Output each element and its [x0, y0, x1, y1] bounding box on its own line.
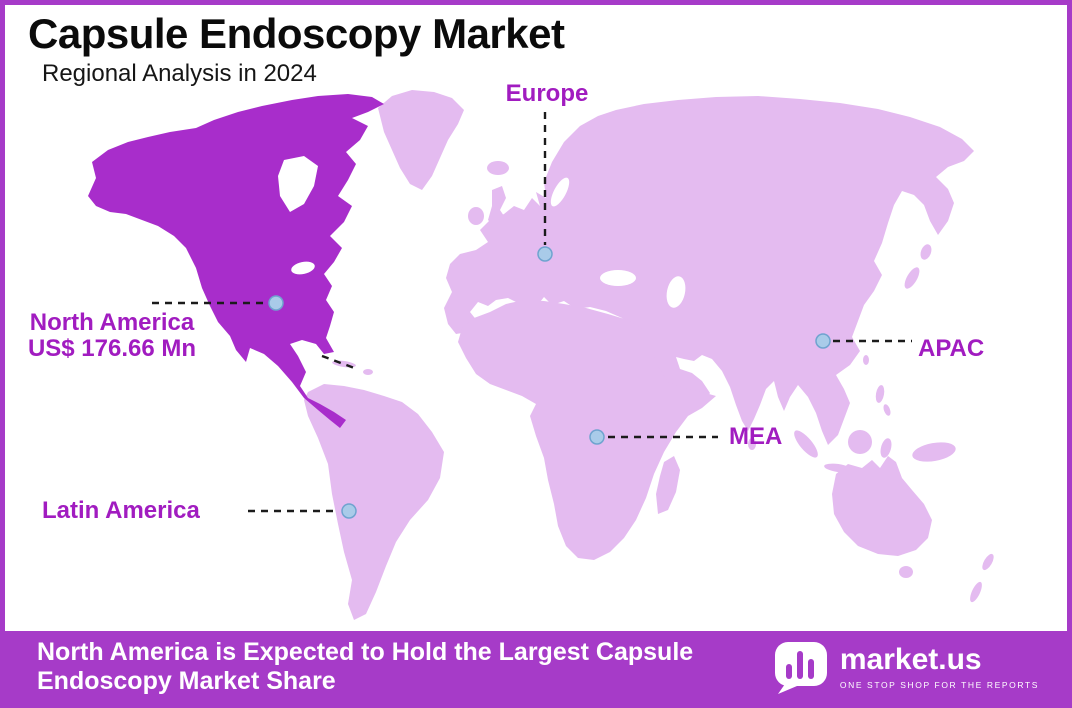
island-new-zealand-north	[982, 553, 994, 571]
base-continents	[304, 90, 994, 620]
island-hispaniola	[363, 369, 373, 375]
latin-america-marker-dot	[341, 503, 357, 519]
continent-africa	[458, 300, 716, 560]
brand-name: market.us	[839, 642, 982, 676]
black-sea	[600, 270, 636, 286]
island-ireland	[468, 207, 484, 225]
island-new-guinea	[912, 442, 956, 462]
island-new-zealand-south	[970, 581, 982, 603]
banner-headline: North America is Expected to Hold the La…	[37, 638, 693, 696]
inland-water	[278, 156, 686, 308]
island-madagascar	[656, 456, 680, 514]
north-america-marker-dot	[268, 295, 284, 311]
mea-marker-dot	[589, 429, 605, 445]
region-label-north-america-value: US$ 176.66 Mn	[27, 334, 197, 362]
continent-north-america-highlighted	[88, 94, 384, 428]
great-lakes	[291, 261, 315, 275]
island-borneo	[848, 430, 872, 454]
island-japan-north	[920, 244, 932, 260]
continent-eurasia	[444, 96, 974, 445]
island-taiwan	[863, 355, 869, 365]
page-subtitle: Regional Analysis in 2024	[42, 60, 317, 88]
island-sumatra	[794, 430, 818, 458]
region-label-north-america-name: North America	[29, 309, 195, 336]
island-sri-lanka	[748, 438, 756, 450]
island-philippines-north	[875, 385, 885, 403]
island-philippines-south	[883, 404, 891, 416]
caspian-sea	[666, 276, 686, 308]
europe-marker-dot	[537, 246, 553, 262]
footer-banner: North America is Expected to Hold the La…	[5, 631, 1067, 703]
region-label-apac: APAC	[918, 335, 985, 362]
brand-block: market.us ONE STOP SHOP FOR THE REPORTS	[771, 640, 1039, 694]
brand-text: market.us ONE STOP SHOP FOR THE REPORTS	[839, 642, 1039, 690]
hudson-bay	[278, 156, 318, 212]
header: Capsule Endoscopy Market Regional Analys…	[28, 10, 565, 88]
apac-marker-dot	[815, 333, 831, 349]
marketus-logo-icon	[774, 642, 827, 694]
continent-greenland	[378, 90, 464, 190]
region-label-latin-america: Latin America	[42, 497, 200, 524]
continent-australia	[832, 456, 932, 556]
brand-tagline: ONE STOP SHOP FOR THE REPORTS	[839, 679, 1039, 690]
banner-headline-line1: North America is Expected to Hold the La…	[37, 638, 694, 666]
region-label-europe: Europe	[505, 80, 589, 107]
mexico-dash-line	[321, 354, 358, 371]
baltic-sea	[550, 177, 570, 207]
map-markers	[268, 246, 831, 519]
island-japan-south	[904, 267, 920, 289]
island-java	[824, 463, 852, 473]
island-iceland	[487, 161, 509, 175]
region-label-mea: MEA	[729, 423, 783, 450]
region-label-north-america: North America US$ 176.66 Mn	[10, 310, 214, 362]
banner-headline-line2: Endoscopy Market Share	[37, 667, 336, 695]
island-great-britain	[488, 186, 508, 230]
leader-lines	[152, 112, 912, 513]
continent-south-america	[304, 384, 444, 620]
island-sulawesi	[880, 438, 892, 458]
island-tasmania	[899, 566, 913, 578]
page-title: Capsule Endoscopy Market	[28, 10, 565, 57]
